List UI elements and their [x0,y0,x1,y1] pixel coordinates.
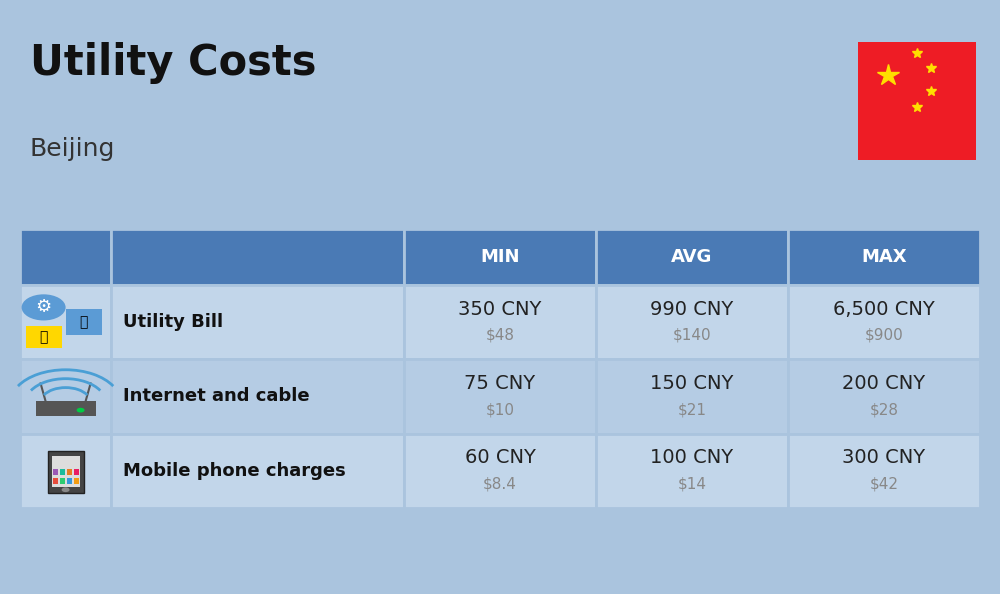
Bar [74,469,79,475]
Bar [404,229,596,285]
Bar [788,434,980,508]
Text: Utility Costs: Utility Costs [30,42,316,84]
Text: 75 CNY: 75 CNY [464,374,536,393]
Bar [74,479,79,485]
Text: 200 CNY: 200 CNY [842,374,926,393]
Bar [60,469,65,475]
Bar [404,434,596,508]
Bar [67,479,72,485]
Circle shape [62,487,70,492]
Bar [111,285,404,359]
Text: 6,500 CNY: 6,500 CNY [833,300,935,318]
Bar [596,434,788,508]
Bar [596,285,788,359]
Text: $900: $900 [865,328,903,343]
Bar [66,309,102,335]
Text: Internet and cable: Internet and cable [123,387,310,406]
Bar [67,469,72,475]
Text: $28: $28 [870,402,898,417]
Text: 🔌: 🔌 [39,330,48,344]
Text: 350 CNY: 350 CNY [458,300,542,318]
Text: MIN: MIN [480,248,520,266]
Text: 🚰: 🚰 [79,315,88,329]
Bar [36,402,96,416]
Bar [52,456,80,487]
Bar [48,451,84,493]
Bar [404,285,596,359]
Text: $10: $10 [486,402,514,417]
Text: 300 CNY: 300 CNY [842,448,926,467]
Text: 150 CNY: 150 CNY [650,374,734,393]
Circle shape [77,407,85,413]
Text: Mobile phone charges: Mobile phone charges [123,462,346,480]
Bar [111,229,404,285]
Text: 990 CNY: 990 CNY [650,300,734,318]
Circle shape [22,295,66,321]
Bar [788,359,980,434]
Bar [53,479,58,485]
Text: $8.4: $8.4 [483,476,517,491]
Text: MAX: MAX [861,248,907,266]
Bar [20,359,111,434]
Text: AVG: AVG [671,248,713,266]
Bar [60,479,65,485]
Text: Beijing: Beijing [30,137,115,160]
Text: $14: $14 [678,476,707,491]
Bar [788,229,980,285]
Text: $42: $42 [870,476,898,491]
Text: Utility Bill: Utility Bill [123,313,223,331]
Bar [788,285,980,359]
Bar [20,434,111,508]
Bar [858,42,976,160]
Text: 100 CNY: 100 CNY [650,448,734,467]
Bar [596,359,788,434]
Text: $21: $21 [678,402,707,417]
Bar [111,434,404,508]
Text: ⚙: ⚙ [36,298,52,317]
Bar [53,469,58,475]
Bar [20,285,111,359]
Bar [20,229,111,285]
Text: $48: $48 [486,328,514,343]
Text: 60 CNY: 60 CNY [465,448,535,467]
Bar [111,359,404,434]
Bar [596,229,788,285]
Bar [404,359,596,434]
Text: $140: $140 [673,328,711,343]
Bar [26,327,62,348]
